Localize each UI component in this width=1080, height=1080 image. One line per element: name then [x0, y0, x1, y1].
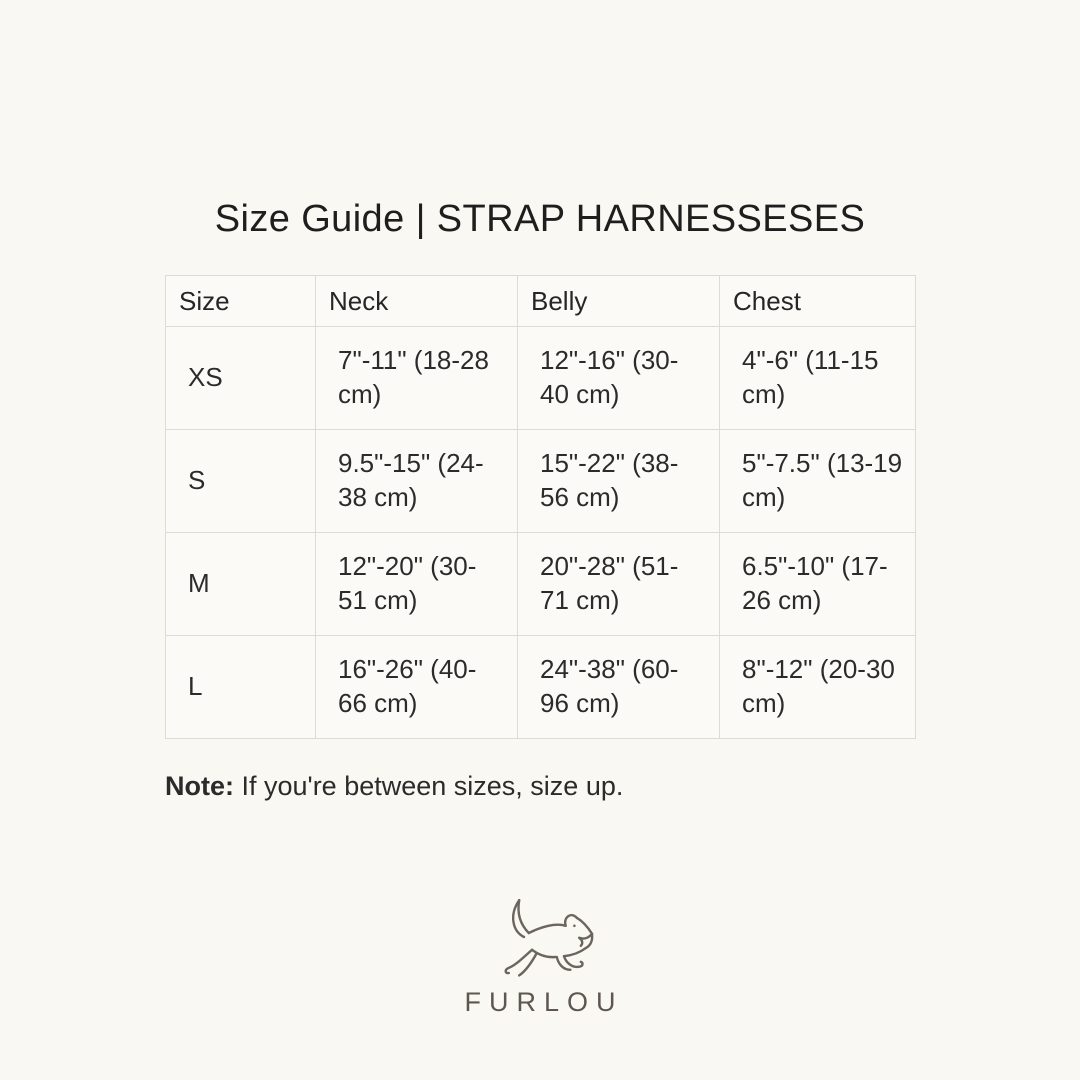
- brand-logo: FURLOU: [0, 893, 1080, 1018]
- size-cell: XS: [165, 326, 316, 430]
- page-title: Size Guide | STRAP HARNESSESES: [214, 198, 866, 240]
- chest-cell: 5"-7.5" (13-19 cm): [719, 429, 916, 533]
- size-cell: S: [165, 429, 316, 533]
- size-table-container: Size Neck Belly Chest XS 7"-11" (18-28 c…: [165, 275, 916, 739]
- chest-cell: 4"-6" (11-15 cm): [719, 326, 916, 430]
- chest-cell: 8"-12" (20-30 cm): [719, 635, 916, 739]
- table-header-row: Size Neck Belly Chest: [165, 275, 916, 327]
- column-header-neck: Neck: [315, 275, 518, 327]
- sizing-note: Note: If you're between sizes, size up.: [165, 771, 915, 802]
- belly-cell: 24"-38" (60-96 cm): [517, 635, 720, 739]
- neck-cell: 12"-20" (30-51 cm): [315, 532, 518, 636]
- column-header-belly: Belly: [517, 275, 720, 327]
- table-row: XS 7"-11" (18-28 cm) 12"-16" (30-40 cm) …: [165, 326, 916, 430]
- size-table: Size Neck Belly Chest XS 7"-11" (18-28 c…: [165, 275, 916, 739]
- table-row: L 16"-26" (40-66 cm) 24"-38" (60-96 cm) …: [165, 635, 916, 739]
- neck-cell: 7"-11" (18-28 cm): [315, 326, 518, 430]
- table-row: M 12"-20" (30-51 cm) 20"-28" (51-71 cm) …: [165, 532, 916, 636]
- belly-cell: 20"-28" (51-71 cm): [517, 532, 720, 636]
- table-row: S 9.5"-15" (24-38 cm) 15"-22" (38-56 cm)…: [165, 429, 916, 533]
- brand-name: FURLOU: [464, 987, 624, 1017]
- chest-cell: 6.5"-10" (17-26 cm): [719, 532, 916, 636]
- note-text: If you're between sizes, size up.: [234, 771, 624, 801]
- belly-cell: 15"-22" (38-56 cm): [517, 429, 720, 533]
- size-cell: M: [165, 532, 316, 636]
- size-cell: L: [165, 635, 316, 739]
- neck-cell: 16"-26" (40-66 cm): [315, 635, 518, 739]
- neck-cell: 9.5"-15" (24-38 cm): [315, 429, 518, 533]
- column-header-size: Size: [165, 275, 316, 327]
- column-header-chest: Chest: [719, 275, 916, 327]
- dog-jumping-icon: [504, 899, 594, 977]
- belly-cell: 12"-16" (30-40 cm): [517, 326, 720, 430]
- note-label: Note:: [165, 771, 234, 801]
